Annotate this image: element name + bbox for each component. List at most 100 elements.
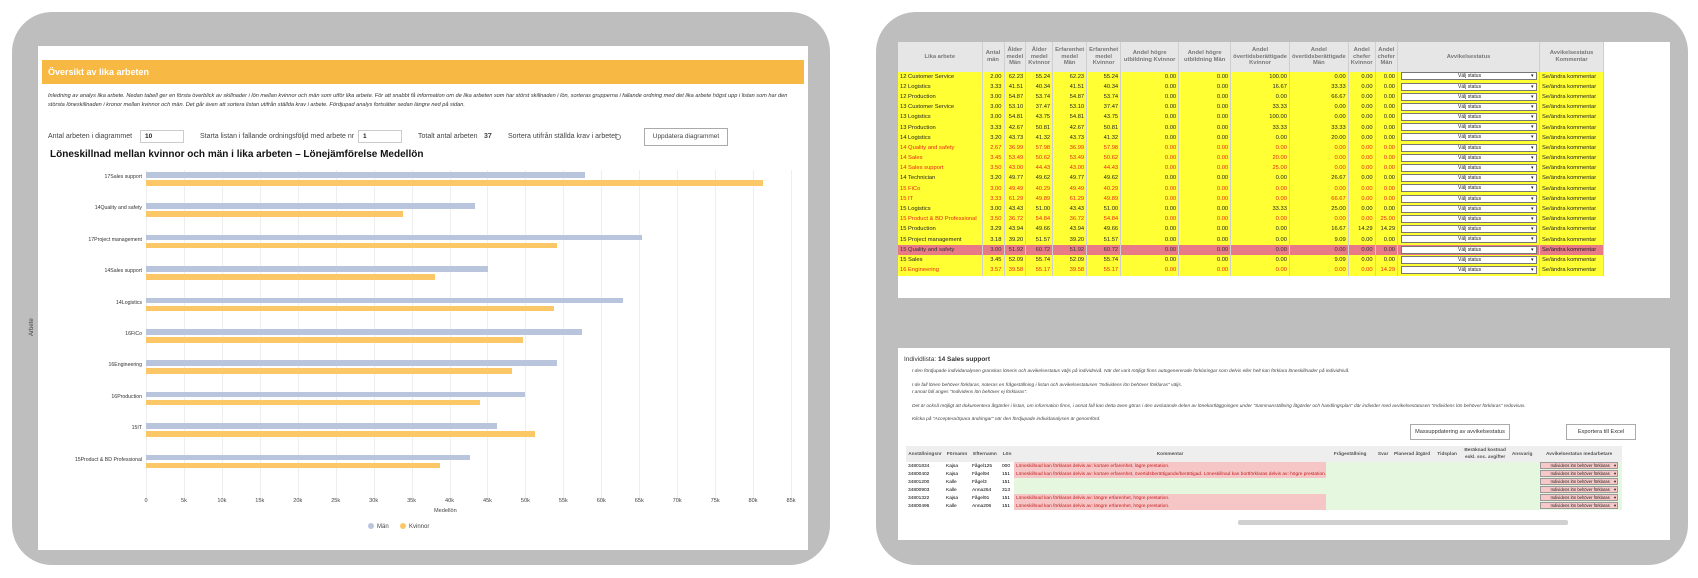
- table-row[interactable]: 13 Logistics 3.00 54.81 43.75 54.81 43.75 0.00…: [898, 112, 1605, 123]
- comment-link[interactable]: Se/ändra kommentar: [1539, 72, 1605, 83]
- table-row[interactable]: 15 Quality and safety 3.00 51.92 60.72 51.92…: [898, 245, 1605, 256]
- status-select[interactable]: Välj status: [1400, 235, 1537, 244]
- editable-cell[interactable]: [1374, 470, 1393, 478]
- employee-status-select[interactable]: Individens lön behöver förklaras: [1540, 478, 1619, 485]
- comment-cell[interactable]: [1014, 486, 1327, 494]
- status-select[interactable]: Välj status: [1400, 92, 1537, 101]
- comment-cell[interactable]: Löneskillnad kan förklaras delvis av: ko…: [1014, 470, 1327, 478]
- editable-cell[interactable]: [1432, 494, 1463, 502]
- editable-cell[interactable]: [1462, 478, 1509, 486]
- editable-cell[interactable]: [1462, 462, 1509, 470]
- editable-cell[interactable]: [1326, 502, 1375, 510]
- export-excel-button[interactable]: Exportera till Excel: [1566, 424, 1636, 440]
- editable-cell[interactable]: [1432, 462, 1463, 470]
- start-input[interactable]: 1: [358, 130, 402, 143]
- comment-link[interactable]: Se/ändra kommentar: [1539, 112, 1605, 123]
- editable-cell[interactable]: [1326, 462, 1375, 470]
- comment-link[interactable]: Se/ändra kommentar: [1539, 92, 1605, 103]
- table-row[interactable]: 13 Customer Service 3.00 53.10 37.47 53.10 37…: [898, 102, 1605, 113]
- editable-cell[interactable]: [1326, 478, 1375, 486]
- status-select[interactable]: Välj status: [1400, 255, 1537, 264]
- status-select[interactable]: Välj status: [1400, 133, 1537, 142]
- sort-checkbox[interactable]: [615, 134, 621, 140]
- editable-cell[interactable]: [1326, 494, 1375, 502]
- table-row[interactable]: 12 Customer Service 2.00 62.23 55.24 62.23 55…: [898, 72, 1605, 83]
- comment-link[interactable]: Se/ändra kommentar: [1539, 204, 1605, 215]
- table-row[interactable]: 15 IT 3.33 61.29 49.89 61.29 49.89 0.00 0.00 0.0…: [898, 194, 1605, 205]
- comment-link[interactable]: Se/ändra kommentar: [1539, 122, 1605, 134]
- comment-link[interactable]: Se/ändra kommentar: [1539, 184, 1605, 195]
- status-select[interactable]: Välj status: [1400, 265, 1537, 274]
- status-select[interactable]: Välj status: [1400, 102, 1537, 111]
- table-row[interactable]: 34801322 Kajsa Fågel91 151 Löneskillnad kan …: [906, 494, 1623, 502]
- editable-cell[interactable]: [1508, 486, 1537, 494]
- status-select[interactable]: Välj status: [1400, 164, 1537, 173]
- comment-link[interactable]: Se/ändra kommentar: [1539, 194, 1605, 205]
- table-row[interactable]: 12 Production 3.00 54.87 53.74 54.87 53.74 0.0…: [898, 92, 1605, 103]
- mass-update-button[interactable]: Massuppdatering av avvikelsestatus: [1410, 424, 1510, 440]
- status-select[interactable]: Välj status: [1400, 153, 1537, 162]
- editable-cell[interactable]: [1462, 502, 1509, 510]
- editable-cell[interactable]: [1462, 470, 1509, 478]
- table-row[interactable]: 34801200 Kalle Fågel3 151 Individens lön beh…: [906, 478, 1623, 486]
- status-select[interactable]: Välj status: [1400, 245, 1537, 254]
- editable-cell[interactable]: [1392, 494, 1433, 502]
- editable-cell[interactable]: [1374, 478, 1393, 486]
- table-row[interactable]: 15 Production 3.29 43.94 49.66 43.94 49.66 0.0…: [898, 224, 1605, 235]
- comment-cell[interactable]: Löneskillnad kan förklaras delvis av: lä…: [1014, 502, 1327, 510]
- table-row[interactable]: 13 Production 3.33 42.67 50.81 42.67 50.81 0.0…: [898, 122, 1605, 134]
- employee-status-select[interactable]: Individens lön behöver förklaras: [1540, 494, 1619, 501]
- status-select[interactable]: Välj status: [1400, 184, 1537, 193]
- editable-cell[interactable]: [1462, 494, 1509, 502]
- editable-cell[interactable]: [1392, 462, 1433, 470]
- table-row[interactable]: 14 Technician 3.20 49.77 49.62 49.77 49.62 0.0…: [898, 173, 1605, 185]
- comment-link[interactable]: Se/ändra kommentar: [1539, 133, 1605, 144]
- table-row[interactable]: 15 FiCo 3.00 49.49 40.29 49.49 40.29 0.00 0.00 0…: [898, 184, 1605, 195]
- status-select[interactable]: Välj status: [1400, 72, 1537, 81]
- editable-cell[interactable]: [1392, 478, 1433, 486]
- comment-cell[interactable]: [1014, 478, 1327, 486]
- comment-cell[interactable]: Löneskillnad kan förklaras delvis av: lä…: [1014, 494, 1327, 502]
- comment-link[interactable]: Se/ändra kommentar: [1539, 245, 1605, 256]
- comment-link[interactable]: Se/ändra kommentar: [1539, 143, 1605, 154]
- table-row[interactable]: 14 Logistics 3.20 43.73 41.32 43.73 41.32 0.00…: [898, 133, 1605, 144]
- status-select[interactable]: Välj status: [1400, 225, 1537, 234]
- status-select[interactable]: Välj status: [1400, 113, 1537, 122]
- table-row[interactable]: 15 Project management 3.18 39.20 51.57 39.20…: [898, 235, 1605, 246]
- status-select[interactable]: Välj status: [1400, 204, 1537, 213]
- editable-cell[interactable]: [1432, 502, 1463, 510]
- horizontal-scrollbar[interactable]: [1238, 520, 1568, 525]
- comment-link[interactable]: Se/ändra kommentar: [1539, 214, 1605, 225]
- comment-link[interactable]: Se/ändra kommentar: [1539, 265, 1605, 276]
- editable-cell[interactable]: [1508, 462, 1537, 470]
- comment-link[interactable]: Se/ändra kommentar: [1539, 235, 1605, 246]
- editable-cell[interactable]: [1432, 470, 1463, 478]
- comment-link[interactable]: Se/ändra kommentar: [1539, 102, 1605, 113]
- editable-cell[interactable]: [1432, 486, 1463, 494]
- table-row[interactable]: 14 Quality and safety 2.67 36.99 57.98 36.99…: [898, 143, 1605, 154]
- table-row[interactable]: 15 Product & BD Professional 3.50 36.72 54.…: [898, 214, 1605, 225]
- employee-status-select[interactable]: Individens lön behöver förklaras: [1540, 502, 1619, 509]
- comment-link[interactable]: Se/ändra kommentar: [1539, 255, 1605, 266]
- table-row[interactable]: 15 Sales 3.45 52.09 55.74 52.09 55.74 0.00 0.00…: [898, 255, 1605, 266]
- comment-link[interactable]: Se/ändra kommentar: [1539, 224, 1605, 235]
- editable-cell[interactable]: [1374, 494, 1393, 502]
- editable-cell[interactable]: [1392, 486, 1433, 494]
- editable-cell[interactable]: [1432, 478, 1463, 486]
- status-select[interactable]: Välj status: [1400, 214, 1537, 223]
- editable-cell[interactable]: [1326, 470, 1375, 478]
- status-select[interactable]: Välj status: [1400, 174, 1537, 183]
- comment-link[interactable]: Se/ändra kommentar: [1539, 163, 1605, 174]
- comment-link[interactable]: Se/ändra kommentar: [1539, 153, 1605, 164]
- count-input[interactable]: 10: [140, 130, 184, 143]
- table-row[interactable]: 16 Engineering 3.57 39.58 55.17 39.58 55.17 0.…: [898, 265, 1605, 276]
- editable-cell[interactable]: [1508, 478, 1537, 486]
- editable-cell[interactable]: [1326, 486, 1375, 494]
- editable-cell[interactable]: [1392, 502, 1433, 510]
- editable-cell[interactable]: [1374, 486, 1393, 494]
- table-row[interactable]: 14 Sales support 3.50 43.00 44.43 43.00 44.43…: [898, 163, 1605, 174]
- editable-cell[interactable]: [1374, 462, 1393, 470]
- table-row[interactable]: 34800903 Kalle Anna264 313 Individens lön be…: [906, 486, 1623, 494]
- comment-link[interactable]: Se/ändra kommentar: [1539, 82, 1605, 93]
- employee-status-select[interactable]: Individens lön behöver förklaras: [1540, 486, 1619, 493]
